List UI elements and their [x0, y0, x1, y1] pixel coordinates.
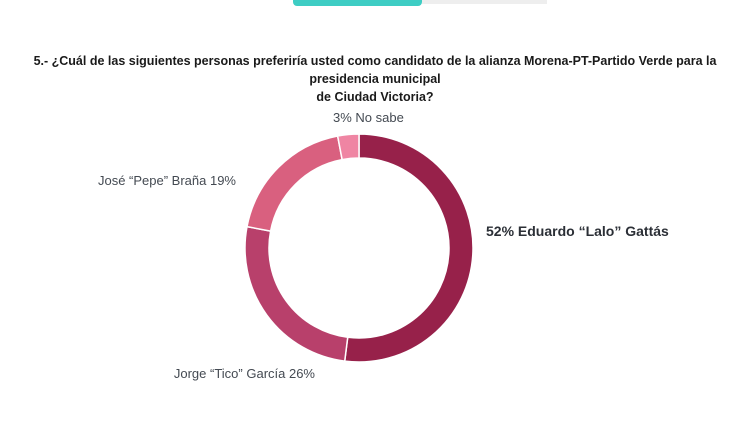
- slice-label: Jorge “Tico” García 26%: [174, 366, 316, 381]
- donut-slice[interactable]: [343, 133, 474, 363]
- tab-indicator-active[interactable]: [293, 0, 422, 6]
- chart-title-line-2: de Ciudad Victoria?: [316, 90, 434, 104]
- tab-bar: [0, 0, 750, 10]
- tab-indicator-inactive[interactable]: [422, 0, 547, 4]
- donut-slice[interactable]: [246, 135, 344, 233]
- slice-label: 52% Eduardo “Lalo” Gattás: [486, 223, 669, 239]
- slice-label: 3% No sabe: [333, 110, 404, 125]
- chart-title-line-1: 5.- ¿Cuál de las siguientes personas pre…: [33, 54, 717, 86]
- chart-title: 5.- ¿Cuál de las siguientes personas pre…: [0, 52, 750, 106]
- donut-slice[interactable]: [244, 225, 349, 362]
- donut-slice[interactable]: [336, 133, 360, 161]
- slice-label: José “Pepe” Braña 19%: [98, 173, 236, 188]
